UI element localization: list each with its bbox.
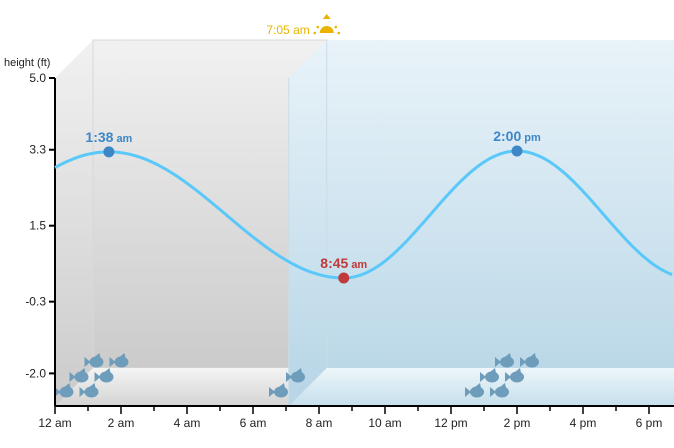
night-floor (55, 368, 327, 406)
fish-icon (520, 353, 539, 368)
tide-ampm: am (116, 133, 132, 145)
fish-icon (286, 368, 305, 383)
x-tick-label: 2 am (108, 416, 135, 430)
fish-icon (480, 368, 499, 383)
fish-icon (69, 368, 89, 383)
high-tide-label: 2:00 pm (493, 128, 541, 144)
y-tick-label: 3.3 (29, 143, 46, 157)
tide-ampm: pm (524, 132, 541, 144)
fish-icon (79, 383, 99, 398)
tide-ampm: am (351, 259, 367, 271)
fish-icon (109, 353, 129, 368)
x-tick-label: 12 am (38, 416, 71, 430)
y-tick-label: 1.5 (29, 219, 46, 233)
y-axis-label: height (ft) (4, 57, 50, 69)
low-tide-point[interactable] (338, 272, 350, 284)
fish-icon (495, 353, 514, 368)
tide-time: 1:38 (85, 129, 113, 145)
day-floor (288, 368, 674, 406)
x-tick-label: 2 pm (504, 416, 531, 430)
sunrise-label: 7:05 am (266, 23, 309, 37)
fish-icon (465, 383, 484, 398)
tide-curve (54, 149, 673, 280)
tide-time: 2:00 (493, 128, 521, 144)
day-region (288, 40, 674, 406)
fish-icon (269, 383, 288, 398)
x-tick-label: 12 pm (434, 416, 467, 430)
x-tick-label: 8 am (306, 416, 333, 430)
tide-time: 8:45 (320, 255, 348, 271)
y-tick-label: -0.3 (25, 295, 46, 309)
x-tick-label: 4 am (174, 416, 201, 430)
y-tick-label: 5.0 (29, 71, 46, 85)
fish-icon (94, 368, 114, 383)
sunrise-icon (313, 14, 341, 35)
x-tick-label: 10 am (368, 416, 401, 430)
high-tide-label: 1:38 am (85, 129, 132, 145)
y-tick-label: -2.0 (25, 366, 46, 380)
high-tide-point[interactable] (103, 146, 115, 158)
fish-icon (490, 383, 509, 398)
fish-icon (505, 368, 524, 383)
high-tide-point[interactable] (511, 145, 523, 157)
fish-icon (84, 353, 104, 368)
x-tick-label: 4 pm (570, 416, 597, 430)
low-tide-label: 8:45 am (320, 255, 367, 271)
x-tick-label: 6 pm (636, 416, 663, 430)
x-tick-label: 6 am (240, 416, 267, 430)
